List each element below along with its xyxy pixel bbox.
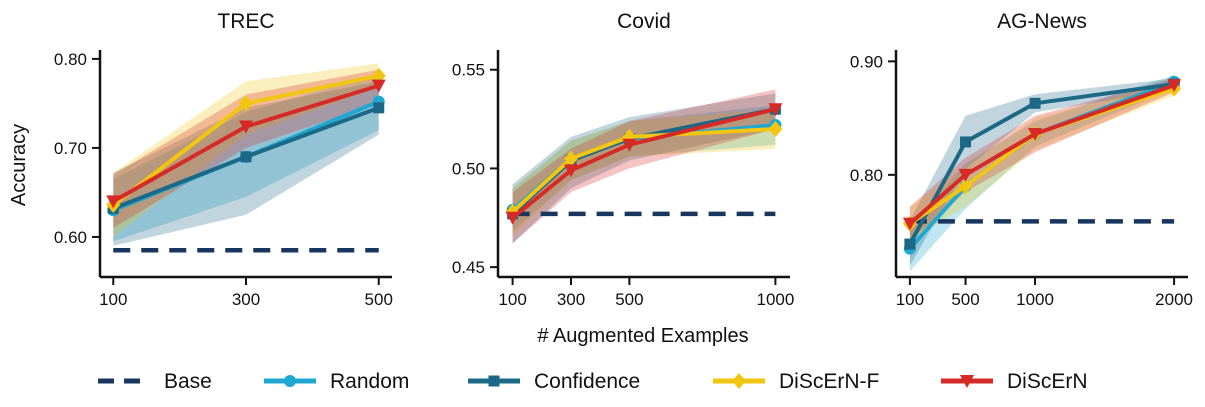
panel-ag-news: AG-News 0.80 0.90 100 500 1000 2000 bbox=[850, 10, 1193, 309]
series-discern bbox=[902, 79, 1182, 231]
data-point bbox=[240, 151, 252, 163]
legend-label: Random bbox=[330, 370, 409, 393]
x-tick-label: 500 bbox=[615, 290, 643, 309]
panel-covid: Covid 0.45 0.50 0.55 100 300 500 1000 bbox=[452, 10, 794, 309]
data-point bbox=[904, 238, 916, 250]
series-discern-f bbox=[505, 120, 783, 220]
panel-title: TREC bbox=[217, 10, 274, 33]
data-point bbox=[505, 211, 520, 225]
data-point bbox=[622, 138, 637, 152]
data-point bbox=[1029, 97, 1041, 109]
x-tick-label: 2000 bbox=[1155, 290, 1193, 309]
legend-marker bbox=[488, 375, 500, 387]
x-tick-label: 1000 bbox=[756, 290, 794, 309]
y-tick-label: 0.70 bbox=[54, 139, 87, 158]
data-point bbox=[106, 195, 121, 209]
y-axis-label: Accuracy bbox=[8, 124, 30, 206]
panel-title: Covid bbox=[617, 10, 671, 33]
panels: TREC 0.60 0.70 0.80 100 300 500 Covid 0.45 0.50 0.… bbox=[54, 10, 1193, 309]
y-tick-label: 0.60 bbox=[54, 228, 87, 247]
legend-label: DiScErN-F bbox=[779, 370, 879, 393]
legend-label: Base bbox=[164, 370, 212, 393]
y-tick-label: 0.80 bbox=[850, 166, 883, 185]
data-point bbox=[960, 136, 972, 148]
data-point bbox=[1167, 79, 1182, 93]
x-tick-label: 500 bbox=[365, 290, 393, 309]
x-tick-label: 100 bbox=[896, 290, 924, 309]
y-tick-label: 0.55 bbox=[452, 61, 485, 80]
y-tick-label: 0.50 bbox=[452, 159, 485, 178]
band-confidence bbox=[909, 78, 1175, 266]
panel-title: AG-News bbox=[997, 10, 1087, 33]
band-discern-f bbox=[512, 109, 776, 236]
legend-marker bbox=[284, 375, 296, 387]
data-point bbox=[239, 95, 253, 112]
data-point bbox=[1028, 127, 1043, 141]
panel-trec: TREC 0.60 0.70 0.80 100 300 500 bbox=[54, 10, 393, 309]
x-tick-label: 300 bbox=[232, 290, 260, 309]
band-discern bbox=[512, 89, 776, 244]
legend-marker bbox=[732, 373, 746, 389]
x-tick-label: 300 bbox=[557, 290, 585, 309]
x-tick-label: 1000 bbox=[1016, 290, 1054, 309]
data-point bbox=[564, 150, 578, 167]
y-tick-label: 0.90 bbox=[850, 52, 883, 71]
legend-label: Confidence bbox=[534, 370, 640, 393]
data-point bbox=[564, 164, 578, 178]
legend-item-base: Base bbox=[98, 370, 212, 393]
data-point bbox=[958, 178, 973, 195]
legend-label: DiScErN bbox=[1007, 370, 1088, 393]
series-line bbox=[511, 127, 776, 214]
legend-item-confidence: Confidence bbox=[468, 370, 640, 393]
band-discern bbox=[909, 78, 1175, 241]
series-line bbox=[908, 82, 1175, 246]
band-discern bbox=[113, 69, 379, 228]
legend: Base Random Confidence DiScErN-F DiScErN bbox=[98, 370, 1088, 393]
data-point bbox=[768, 103, 783, 117]
band-confidence bbox=[113, 81, 379, 246]
band-random bbox=[512, 105, 776, 232]
series-line bbox=[511, 107, 776, 220]
legend-item-random: Random bbox=[264, 370, 409, 393]
y-tick-label: 0.80 bbox=[54, 50, 87, 69]
series-discern bbox=[106, 79, 386, 209]
x-tick-label: 100 bbox=[99, 290, 127, 309]
confidence-bands bbox=[512, 89, 776, 244]
y-tick-label: 0.45 bbox=[452, 258, 485, 277]
data-point bbox=[768, 120, 783, 137]
data-point bbox=[239, 120, 253, 134]
data-point bbox=[958, 168, 973, 182]
x-tick-label: 500 bbox=[951, 290, 979, 309]
legend-item-discern-f: DiScErN-F bbox=[713, 370, 879, 393]
series-line bbox=[908, 83, 1175, 226]
x-axis-label: # Augmented Examples bbox=[537, 325, 748, 347]
legend-marker bbox=[960, 375, 974, 388]
data-point bbox=[371, 79, 386, 93]
data-point bbox=[373, 102, 385, 114]
x-tick-label: 100 bbox=[498, 290, 526, 309]
series-discern bbox=[505, 103, 783, 225]
legend-item-discern: DiScErN bbox=[941, 370, 1088, 393]
data-point bbox=[902, 217, 917, 231]
